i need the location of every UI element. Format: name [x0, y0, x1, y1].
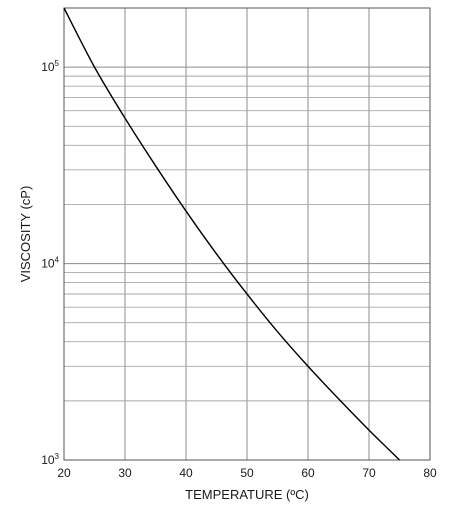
x-axis-label: TEMPERATURE (ºC) [185, 487, 309, 502]
y-tick-label: 103 [41, 452, 59, 467]
x-tick-label: 70 [362, 466, 376, 480]
x-tick-label: 50 [240, 466, 254, 480]
y-axis-ticks: 103 104 105 [41, 59, 59, 467]
x-axis-ticks: 20 30 40 50 60 70 80 [57, 466, 437, 480]
y-tick-label: 105 [41, 59, 59, 74]
x-tick-label: 40 [179, 466, 193, 480]
x-tick-label: 80 [423, 466, 437, 480]
x-tick-label: 60 [301, 466, 315, 480]
y-tick-label: 104 [41, 256, 59, 271]
viscosity-curve [63, 7, 400, 461]
plot-frame [63, 7, 431, 461]
x-tick-label: 20 [57, 466, 71, 480]
grid [64, 8, 430, 460]
series-layer [63, 7, 400, 461]
x-tick-label: 30 [118, 466, 132, 480]
y-axis-label: VISCOSITY (cP) [18, 186, 33, 283]
